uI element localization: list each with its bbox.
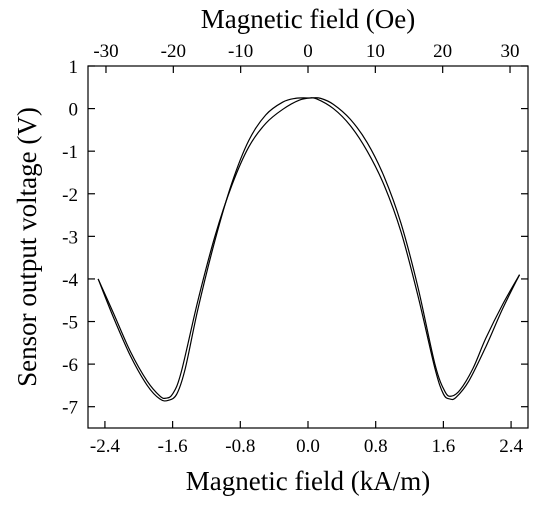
x2-tick-labels: -30 -20 -10 0 10 20 30	[93, 41, 519, 62]
x-tick-label: -0.8	[225, 436, 255, 457]
y-tick-label: -5	[62, 313, 78, 334]
x-axis-title: Magnetic field (kA/m)	[186, 466, 430, 496]
y-tick-label: -7	[62, 398, 78, 419]
series-line-1	[97, 97, 521, 400]
x2-tick-label: -30	[93, 41, 118, 62]
y-tick-label: -2	[62, 185, 78, 206]
x-tick-label: -1.6	[158, 436, 188, 457]
x-tick-labels: -2.4 -1.6 -0.8 0.0 0.8 1.6 2.4	[90, 436, 524, 457]
x-tick-label: 2.4	[499, 436, 523, 457]
y-tick-label: -1	[62, 142, 78, 163]
x2-tick-label: -20	[161, 41, 186, 62]
y-axis-title: Sensor output voltage (V)	[12, 107, 42, 387]
plot-frame	[87, 65, 529, 429]
x2-tick-label: 30	[501, 41, 520, 62]
y-tick-label: 0	[69, 100, 79, 121]
x2-tick-label: 20	[433, 41, 452, 62]
y-tick-label: 1	[69, 57, 79, 78]
series-line-2	[97, 97, 521, 402]
x-tick-label: 1.6	[432, 436, 456, 457]
y-tick-labels: 1 0 -1 -2 -3 -4 -5 -6 -7	[62, 57, 78, 419]
x2-tick-label: -10	[228, 41, 253, 62]
x2-tick-label: 0	[303, 41, 313, 62]
y-tick-label: -4	[62, 270, 78, 291]
x-tick-label: -2.4	[90, 436, 121, 457]
x-tick-label: 0.0	[296, 436, 320, 457]
ticks	[88, 65, 528, 428]
x2-axis-title: Magnetic field (Oe)	[201, 4, 415, 34]
x2-tick-label: 10	[366, 41, 385, 62]
y-tick-label: -3	[62, 227, 78, 248]
y-tick-label: -6	[62, 355, 78, 376]
x-tick-label: 0.8	[364, 436, 388, 457]
curves	[97, 97, 521, 402]
